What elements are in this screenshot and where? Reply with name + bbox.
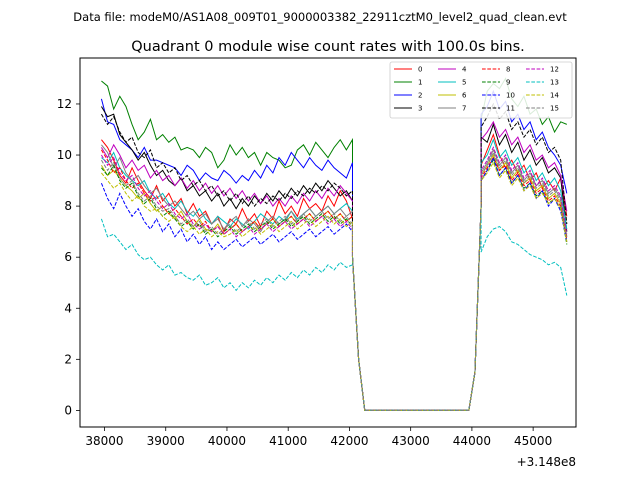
series-line-7 <box>101 144 568 411</box>
legend-label-14: 14 <box>550 92 559 100</box>
plot-background <box>80 58 576 427</box>
y-tick-label: 6 <box>64 250 72 264</box>
series-line-13 <box>100 206 568 411</box>
legend-label-5: 5 <box>462 79 466 87</box>
y-tick-label: 4 <box>64 301 72 315</box>
series-line-15 <box>101 151 568 411</box>
legend-label-6: 6 <box>462 92 467 100</box>
series-line-11 <box>101 102 568 411</box>
series-line-14 <box>101 161 568 411</box>
legend-label-4: 4 <box>462 66 467 74</box>
legend-label-8: 8 <box>506 66 510 74</box>
y-tick-label: 12 <box>57 97 72 111</box>
x-tick-label: 42000 <box>330 434 368 448</box>
y-tick-label: 8 <box>64 199 72 213</box>
legend-label-2: 2 <box>418 92 422 100</box>
chart-title: Quadrant 0 module wise count rates with … <box>131 39 525 55</box>
x-offset-text: +3.148e8 <box>517 455 576 469</box>
plot-frame <box>79 57 577 428</box>
y-tick-label: 2 <box>64 352 72 366</box>
y-tick-label: 0 <box>64 403 72 417</box>
legend-label-15: 15 <box>550 105 559 113</box>
legend-label-1: 1 <box>418 79 422 87</box>
y-tick-label: 10 <box>57 148 72 162</box>
series-line-4 <box>101 120 568 411</box>
legend-label-7: 7 <box>462 105 466 113</box>
x-tick-label: 40000 <box>208 434 246 448</box>
legend-label-11: 11 <box>506 105 515 113</box>
plot-area <box>79 57 577 428</box>
x-tick-label: 44000 <box>453 434 491 448</box>
legend-label-10: 10 <box>506 92 515 100</box>
x-tick-label: 43000 <box>392 434 430 448</box>
x-axis: 38000 39000 40000 41000 42000 43000 44000 45000 <box>85 427 552 448</box>
x-tick-label: 45000 <box>514 434 552 448</box>
legend-label-12: 12 <box>550 66 559 74</box>
series-line-10 <box>100 156 568 411</box>
legend-label-9: 9 <box>506 79 510 87</box>
legend-label-13: 13 <box>550 79 559 87</box>
legend-frame <box>389 61 573 119</box>
suptitle: Data file: modeM0/AS1A08_009T01_90000033… <box>73 10 567 24</box>
series-line-8 <box>101 149 568 411</box>
y-axis: 0 2 4 6 8 10 12 <box>57 97 80 417</box>
legend-label-3: 3 <box>418 105 422 113</box>
series-line-0 <box>101 133 568 411</box>
x-tick-label: 39000 <box>147 434 185 448</box>
series-layer <box>100 77 568 411</box>
x-tick-label: 38000 <box>85 434 123 448</box>
legend-label-0: 0 <box>418 66 422 74</box>
x-tick-label: 41000 <box>269 434 307 448</box>
